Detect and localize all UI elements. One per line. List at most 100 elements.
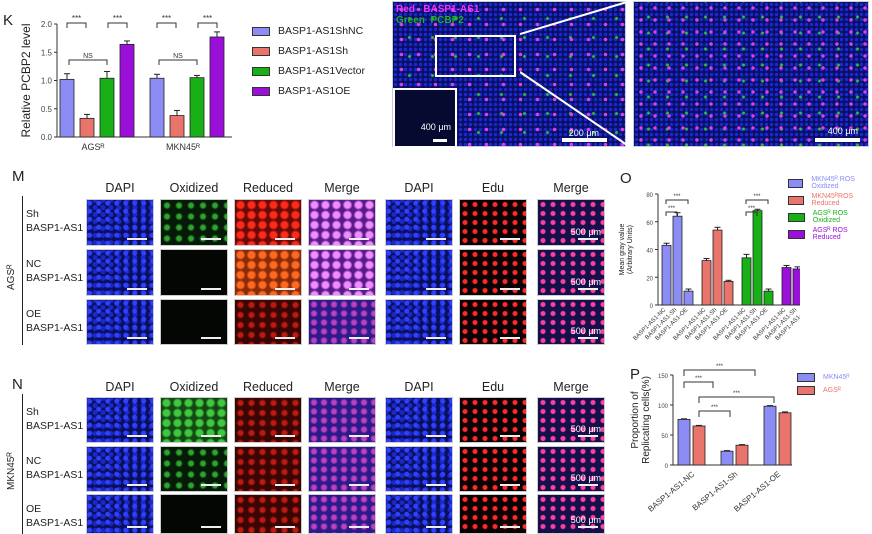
legend-label: AGSᴿ ROS Reduced bbox=[812, 227, 848, 241]
scale-bar bbox=[578, 435, 598, 437]
legend-item: AGSᴿ ROS Reduced bbox=[788, 227, 872, 241]
micrograph: 500 μm bbox=[537, 199, 605, 246]
scale-bar bbox=[433, 139, 447, 142]
scale-bar bbox=[578, 337, 598, 339]
legend-swatch bbox=[788, 195, 804, 205]
bar bbox=[723, 281, 734, 306]
bar bbox=[677, 419, 691, 466]
scale-bar bbox=[275, 238, 295, 240]
bar bbox=[692, 425, 706, 466]
significance-label: *** bbox=[203, 14, 212, 23]
scale-bar bbox=[500, 484, 520, 486]
scale-bar bbox=[201, 288, 221, 290]
y-axis-label: Proportion of bbox=[630, 391, 641, 448]
significance-bracket bbox=[698, 410, 731, 417]
zoom-lines bbox=[520, 1, 631, 148]
scale-bar bbox=[578, 526, 598, 528]
legend-label: AGSᴿ bbox=[823, 387, 841, 394]
chart-k: 0.0 0.5 1.0 1.5 2.0 Relative PCBP2 level AGSᴿ M… bbox=[19, 14, 232, 152]
scale-label: 200 μm bbox=[568, 128, 599, 138]
y-tick-label: 60 bbox=[646, 221, 653, 227]
scale-bar bbox=[275, 484, 295, 486]
micrograph bbox=[385, 249, 453, 296]
significance-label: NS bbox=[83, 53, 93, 60]
y-axis-label: Mean gray value bbox=[619, 224, 626, 276]
significance-bracket bbox=[66, 22, 87, 28]
significance-bracket bbox=[745, 211, 758, 216]
micrograph bbox=[459, 494, 527, 534]
legend-item: BASP1-AS1ShNC bbox=[252, 25, 365, 37]
scale-bar bbox=[578, 238, 598, 240]
scale-bar bbox=[426, 484, 446, 486]
y-tick-label: 1.0 bbox=[41, 77, 53, 86]
legend-swatch bbox=[788, 178, 804, 188]
scale-bar bbox=[349, 484, 369, 486]
column-header: DAPI bbox=[105, 181, 135, 195]
y-tick-label: 1.5 bbox=[41, 48, 53, 57]
significance-label: *** bbox=[748, 206, 756, 212]
column-header: Oxidized bbox=[169, 181, 219, 195]
significance-label: *** bbox=[673, 194, 681, 200]
bar bbox=[79, 117, 95, 138]
column-header: Edu bbox=[481, 380, 505, 394]
bar bbox=[712, 229, 723, 306]
y-tick-label: 0.0 bbox=[41, 133, 53, 142]
micrograph bbox=[308, 494, 376, 534]
legend-swatch bbox=[252, 86, 270, 96]
row-label: Sh BASP1-AS1 bbox=[26, 208, 84, 234]
significance-bracket bbox=[68, 59, 108, 65]
bar bbox=[169, 115, 185, 138]
significance-label: NS bbox=[173, 53, 183, 60]
scale-bar bbox=[578, 484, 598, 486]
micrograph bbox=[459, 199, 527, 246]
legend-item: MKN45ᴿ ROS Oxidized bbox=[788, 176, 872, 190]
significance-bracket bbox=[745, 199, 769, 204]
micrograph bbox=[308, 397, 376, 443]
green-channel-key: Green bbox=[396, 15, 425, 26]
scale-label: 400 μm bbox=[827, 126, 858, 136]
row-label: NC BASP1-AS1 bbox=[26, 455, 84, 481]
bar bbox=[209, 36, 225, 138]
micrograph bbox=[86, 249, 154, 296]
fish-image-overview: Red BASP1-AS1 Green PCBP2 400 μm 200 μm bbox=[392, 1, 626, 148]
y-tick-label: 0 bbox=[650, 304, 654, 310]
scale-bar bbox=[500, 435, 520, 437]
significance-label: *** bbox=[668, 206, 676, 212]
row-label: NC BASP1-AS1 bbox=[26, 258, 84, 284]
scale-bar bbox=[275, 288, 295, 290]
scale-bar bbox=[815, 138, 860, 142]
micrograph bbox=[308, 249, 376, 296]
micrograph bbox=[459, 299, 527, 345]
scale-label: 500 μm bbox=[570, 515, 601, 525]
column-header: DAPI bbox=[105, 380, 135, 394]
row-label: OE BASP1-AS1 bbox=[26, 308, 84, 334]
significance-label: *** bbox=[753, 194, 761, 200]
micrograph bbox=[86, 397, 154, 443]
significance-label: *** bbox=[711, 405, 719, 411]
group-bracket bbox=[22, 394, 23, 534]
significance-label: *** bbox=[162, 14, 171, 23]
scale-label: 500 μm bbox=[570, 227, 601, 237]
scale-bar bbox=[275, 337, 295, 339]
micrograph bbox=[86, 446, 154, 492]
legend-swatch bbox=[788, 212, 805, 222]
column-header: Reduced bbox=[242, 181, 294, 195]
column-header: Edu bbox=[481, 181, 505, 195]
legend-swatch bbox=[252, 46, 270, 56]
panel-label-m: M bbox=[12, 168, 25, 185]
scale-bar bbox=[349, 526, 369, 528]
scale-bar bbox=[500, 526, 520, 528]
chart-o: 0 20 40 60 80 Mean gray value (Arbitrary Units… bbox=[619, 193, 800, 342]
column-header: Merge bbox=[553, 181, 589, 195]
bar bbox=[735, 444, 749, 466]
legend-item: BASP1-AS1Vector bbox=[252, 65, 365, 77]
scale-bar bbox=[426, 337, 446, 339]
bar bbox=[661, 244, 672, 306]
legend-label: MKN45ᴿ bbox=[823, 374, 850, 381]
green-channel-label: PCBP2 bbox=[430, 15, 464, 26]
legend-label: BASP1-AS1Sh bbox=[278, 45, 349, 57]
legend-label: BASP1-AS1Vector bbox=[278, 65, 365, 77]
bar bbox=[119, 43, 135, 138]
legend-swatch bbox=[788, 229, 805, 239]
legend-swatch bbox=[797, 373, 815, 382]
